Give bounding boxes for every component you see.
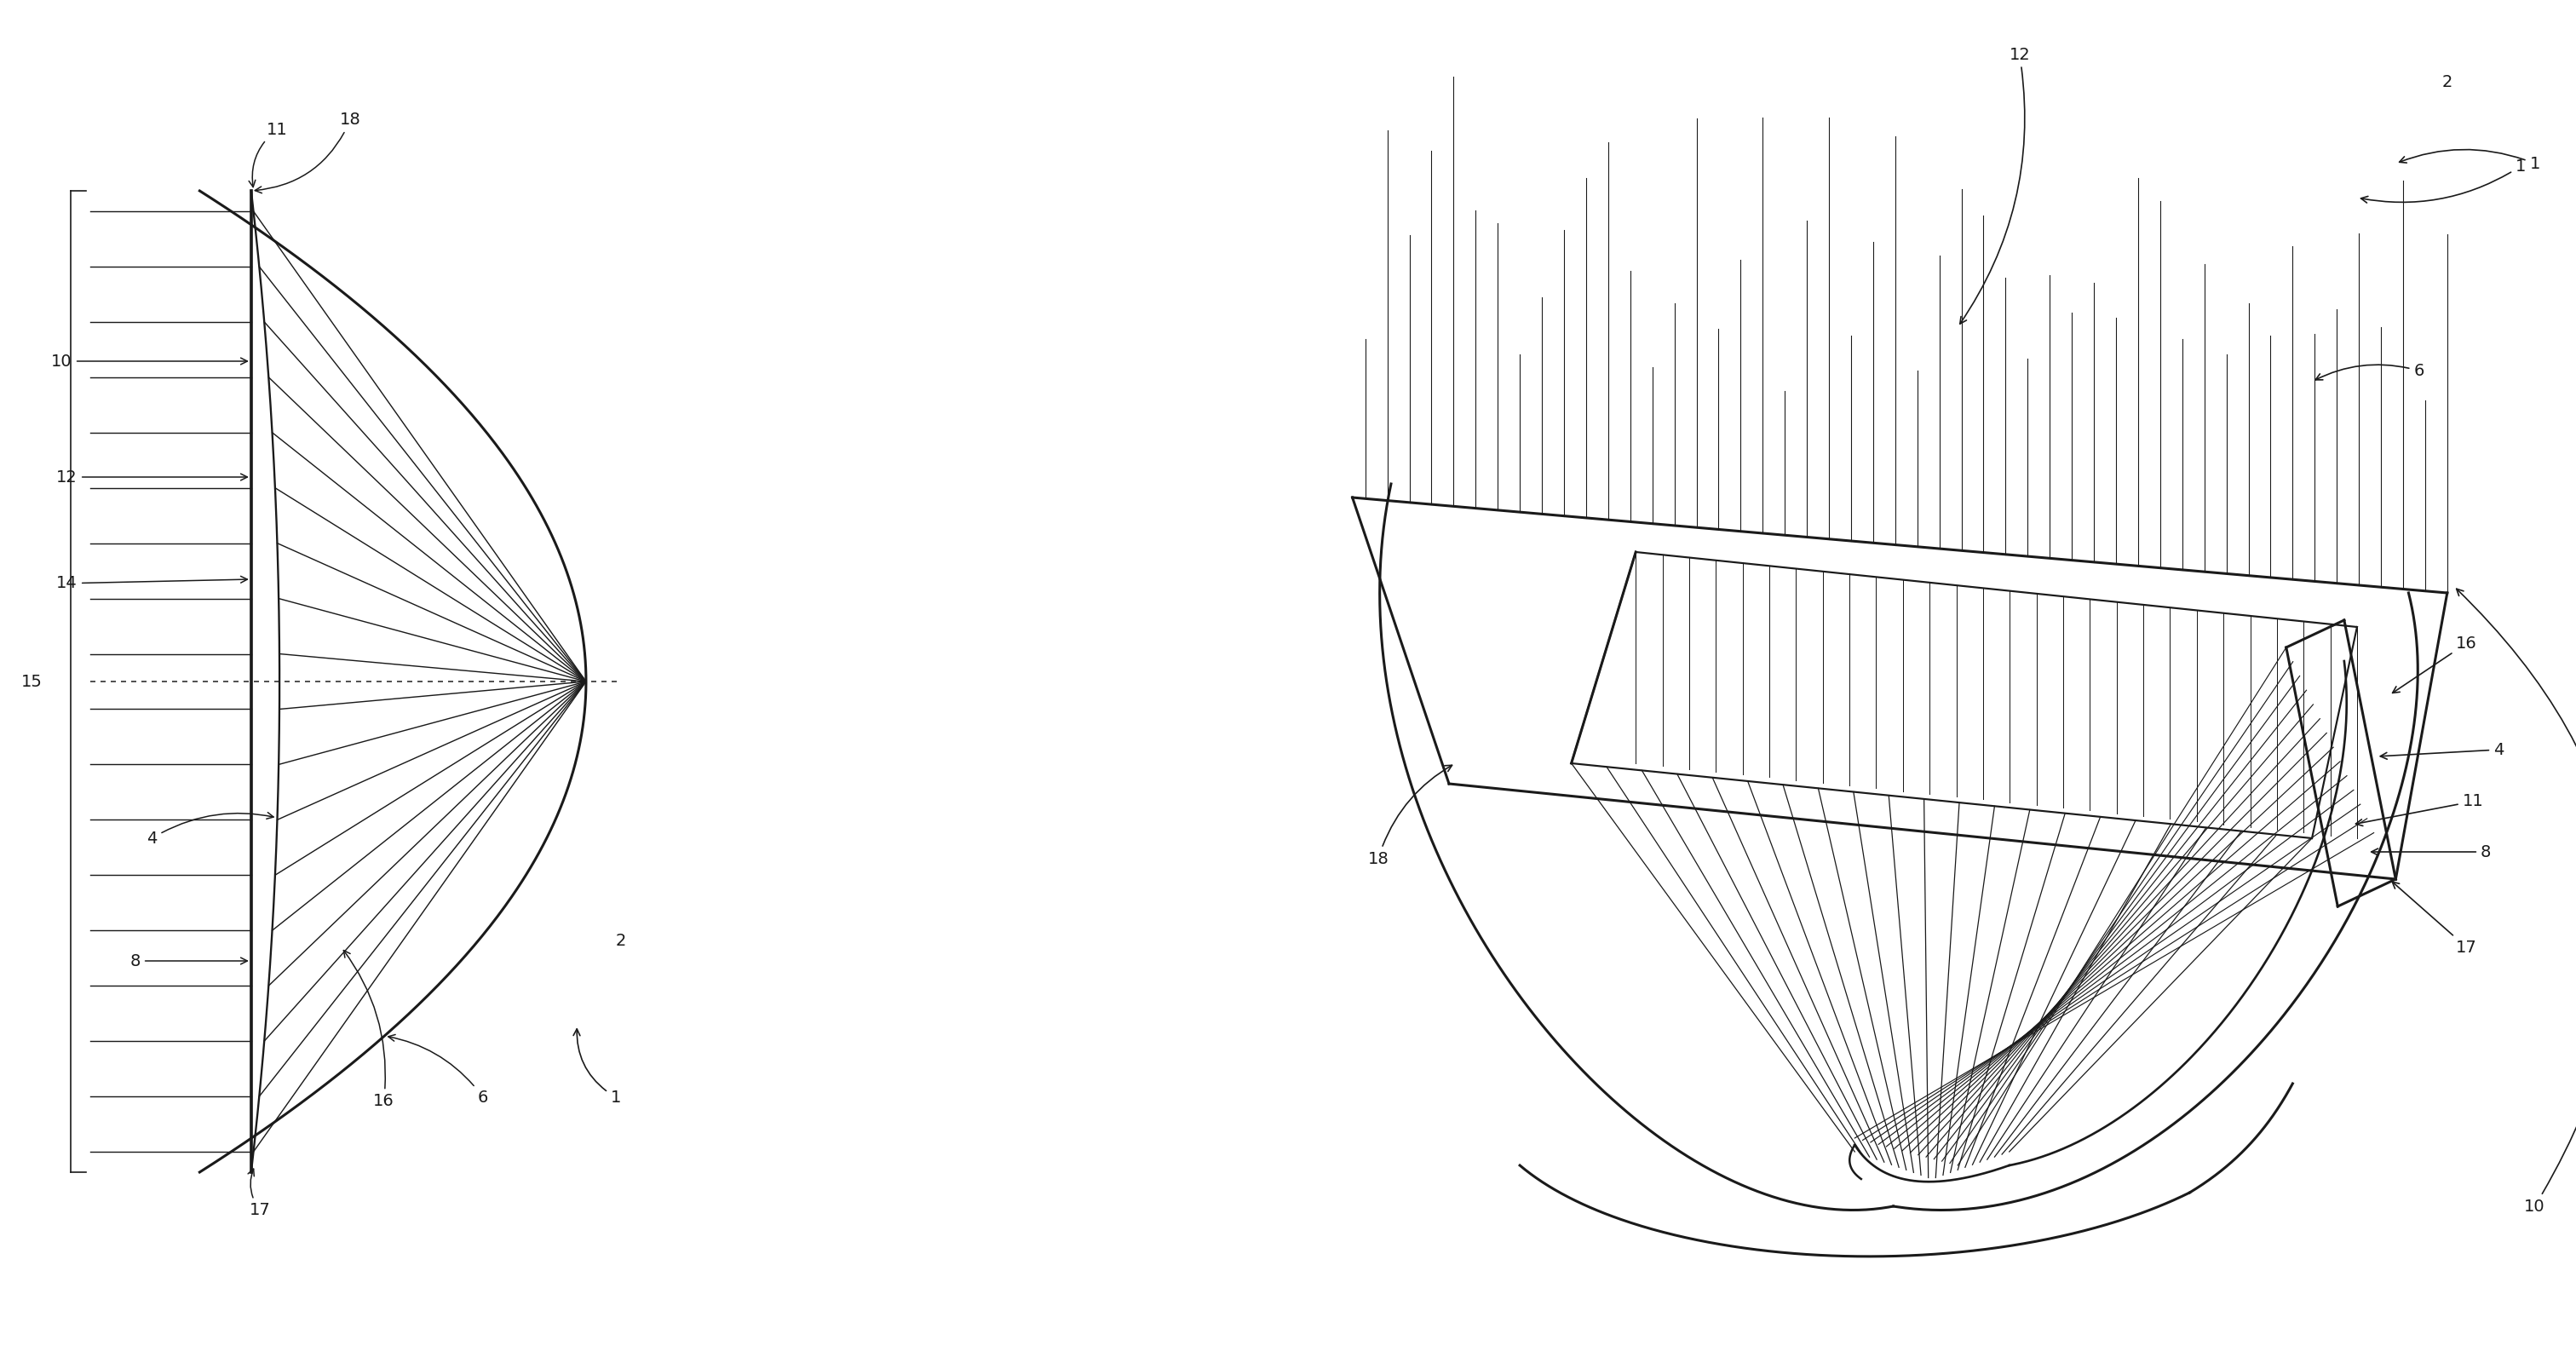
Text: 14: 14 bbox=[57, 575, 247, 592]
Text: 11: 11 bbox=[250, 121, 289, 187]
Text: 8: 8 bbox=[129, 953, 247, 969]
Text: 17: 17 bbox=[2393, 882, 2478, 955]
Text: 16: 16 bbox=[343, 950, 394, 1109]
Text: 11: 11 bbox=[2357, 793, 2483, 826]
Text: 15: 15 bbox=[21, 673, 44, 690]
Text: 12: 12 bbox=[1960, 46, 2030, 324]
Text: 18: 18 bbox=[255, 112, 361, 194]
Text: 10: 10 bbox=[52, 353, 247, 369]
Text: 12: 12 bbox=[57, 469, 247, 485]
Text: 18: 18 bbox=[1368, 765, 1453, 867]
Text: 1: 1 bbox=[574, 1029, 621, 1105]
Text: 16: 16 bbox=[2393, 635, 2478, 692]
Text: 2: 2 bbox=[2442, 74, 2452, 90]
Text: 8: 8 bbox=[2372, 844, 2491, 860]
Text: 6: 6 bbox=[2316, 363, 2424, 380]
Text: 4: 4 bbox=[147, 812, 273, 846]
Text: 1: 1 bbox=[2362, 158, 2527, 203]
Text: 1: 1 bbox=[2398, 150, 2540, 172]
Text: 2: 2 bbox=[616, 932, 626, 949]
Text: 4: 4 bbox=[2380, 741, 2504, 759]
Text: 6: 6 bbox=[389, 1035, 489, 1105]
Text: 10: 10 bbox=[2458, 589, 2576, 1214]
Text: 17: 17 bbox=[247, 1169, 270, 1219]
